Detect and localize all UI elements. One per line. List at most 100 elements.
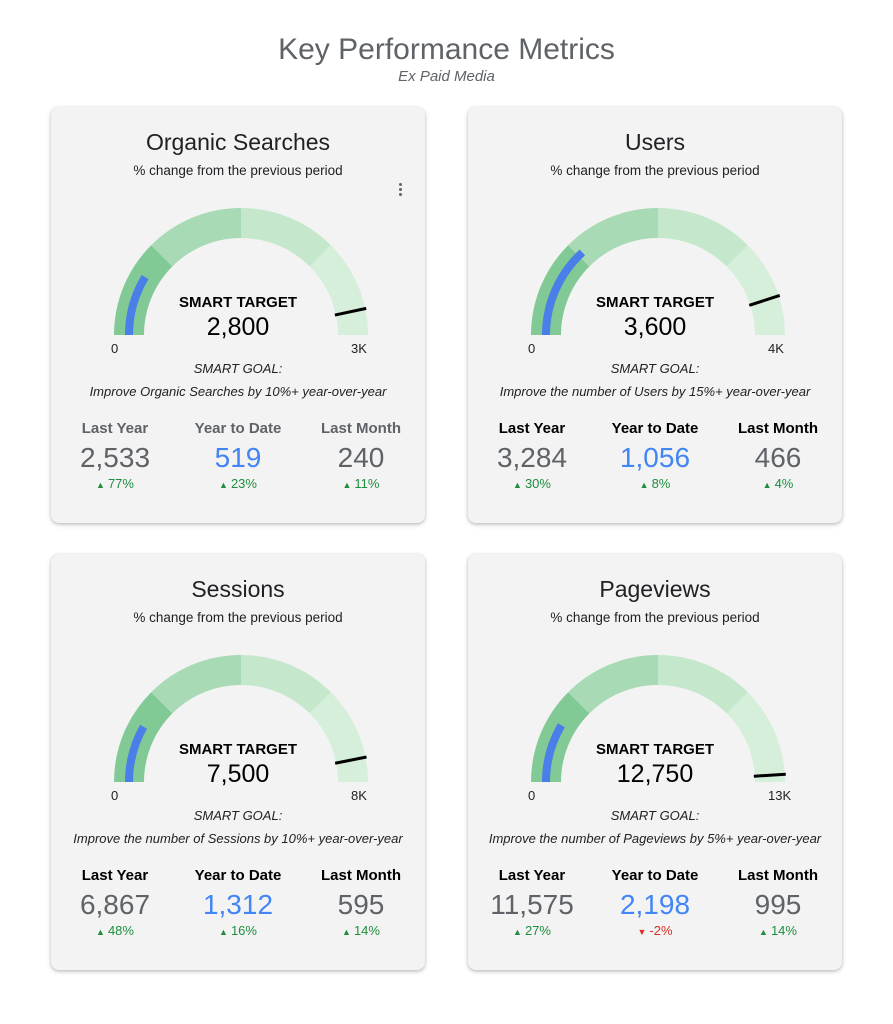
stats-row: Last Year 6,867 ▲ 48% Year to Date 1,312 … xyxy=(51,867,425,940)
smart-target-value: 3,600 xyxy=(623,313,687,341)
card-subtitle: % change from the previous period xyxy=(550,163,760,178)
gauge-band-2 xyxy=(568,208,658,267)
arrow-up-icon: ▲ xyxy=(342,927,351,937)
card-subtitle: % change from the previous period xyxy=(133,610,343,625)
smart-target-label: SMART TARGET xyxy=(178,294,298,311)
stat-value: 2,198 xyxy=(619,889,691,920)
stat-value: 1,312 xyxy=(202,889,274,920)
stat-label: Year to Date xyxy=(611,420,699,437)
gauge-chart xyxy=(91,636,391,796)
stat-change: ▲ 30% xyxy=(513,476,551,491)
arrow-up-icon: ▲ xyxy=(513,480,522,490)
gauge-target-marker xyxy=(334,755,367,765)
stat-last-year: Last Year 2,533 ▲ 77% xyxy=(54,420,177,493)
stat-change: ▲ 23% xyxy=(219,476,257,491)
gauge-axis-max: 8K xyxy=(351,788,367,803)
arrow-up-icon: ▲ xyxy=(762,480,772,490)
gauge-axis-max: 4K xyxy=(768,341,784,356)
stat-label: Last Month xyxy=(738,867,818,884)
stat-value: 3,284 xyxy=(496,442,568,473)
stat-label: Last Month xyxy=(321,420,401,437)
stat-label: Last Month xyxy=(321,867,401,884)
gauge-band-3 xyxy=(658,208,748,267)
gauge-band-2 xyxy=(151,655,241,714)
arrow-up-icon: ▲ xyxy=(759,927,768,937)
arrow-up-icon: ▲ xyxy=(219,480,228,490)
kpi-card-organic-searches: Organic Searches % change from the previ… xyxy=(51,107,425,523)
smart-goal-label: SMART GOAL: xyxy=(193,808,283,823)
arrow-down-icon: ▼ xyxy=(637,927,647,937)
card-subtitle: % change from the previous period xyxy=(133,163,343,178)
stat-label: Last Year xyxy=(498,420,566,437)
arrow-up-icon: ▲ xyxy=(219,927,228,937)
stat-change: ▼ -2% xyxy=(637,923,673,938)
stat-year-to-date: Year to Date 1,056 ▲ 8% xyxy=(594,420,717,493)
page-subtitle: Ex Paid Media xyxy=(398,68,495,85)
stat-value: 2,533 xyxy=(79,442,151,473)
card-title: Sessions xyxy=(191,576,285,602)
card-subtitle: % change from the previous period xyxy=(550,610,760,625)
stat-change: ▲ 14% xyxy=(342,923,380,938)
smart-goal-label: SMART GOAL: xyxy=(610,808,700,823)
gauge-chart xyxy=(508,189,808,349)
stat-label: Last Year xyxy=(81,420,149,437)
gauge-band-4 xyxy=(726,692,785,782)
stat-change: ▲ 11% xyxy=(342,476,380,491)
stat-label: Year to Date xyxy=(611,867,699,884)
smart-goal-text: Improve the number of Users by 15%+ year… xyxy=(499,384,811,399)
arrow-up-icon: ▲ xyxy=(96,927,105,937)
gauge-axis-min: 0 xyxy=(528,788,536,803)
gauge-band-3 xyxy=(241,655,331,714)
smart-goal-label: SMART GOAL: xyxy=(610,361,700,376)
smart-target-label: SMART TARGET xyxy=(595,294,715,311)
stat-value: 1,056 xyxy=(619,442,691,473)
gauge-value-bar xyxy=(125,275,149,336)
gauge-target-marker xyxy=(748,294,781,307)
gauge-chart xyxy=(508,636,808,796)
stat-last-year: Last Year 3,284 ▲ 30% xyxy=(471,420,594,493)
more-vert-icon[interactable] xyxy=(395,181,405,199)
gauge-axis-max: 3K xyxy=(351,341,367,356)
stat-value: 11,575 xyxy=(490,889,574,920)
smart-target-value: 2,800 xyxy=(206,313,270,341)
stat-value: 240 xyxy=(337,442,385,473)
smart-goal-label: SMART GOAL: xyxy=(193,361,283,376)
page-header: Key Performance Metrics Ex Paid Media xyxy=(0,30,893,86)
stat-last-month: Last Month 995 ▲ 14% xyxy=(717,867,840,940)
stat-change: ▲ 48% xyxy=(96,923,134,938)
stat-label: Year to Date xyxy=(194,867,282,884)
arrow-up-icon: ▲ xyxy=(342,480,352,490)
gauge-band-3 xyxy=(658,655,748,714)
page-title: Key Performance Metrics xyxy=(278,33,615,66)
gauge-band-2 xyxy=(151,208,241,267)
card-title: Organic Searches xyxy=(145,129,331,155)
stat-value: 595 xyxy=(337,889,385,920)
stat-value: 6,867 xyxy=(79,889,151,920)
stat-value: 466 xyxy=(754,442,802,473)
gauge-target-marker xyxy=(334,306,367,317)
stat-value: 519 xyxy=(214,442,262,473)
kpi-card-users: Users % change from the previous period … xyxy=(468,107,842,523)
smart-target-label: SMART TARGET xyxy=(178,741,298,758)
stat-last-year: Last Year 6,867 ▲ 48% xyxy=(54,867,177,940)
gauge-band-4 xyxy=(726,245,785,335)
gauge-value-bar xyxy=(125,724,148,783)
stat-label: Year to Date xyxy=(194,420,282,437)
stat-change: ▲ 4% xyxy=(762,476,794,491)
gauge-axis-max: 13K xyxy=(768,788,792,803)
stat-change: ▲ 27% xyxy=(513,923,551,938)
gauge-axis-min: 0 xyxy=(528,341,536,356)
stat-label: Last Year xyxy=(498,867,566,884)
stat-year-to-date: Year to Date 1,312 ▲ 16% xyxy=(177,867,300,940)
gauge-value-bar xyxy=(542,249,586,336)
stats-row: Last Year 2,533 ▲ 77% Year to Date 519 ▲ 2… xyxy=(51,420,425,493)
smart-target-label: SMART TARGET xyxy=(595,741,715,758)
gauge-axis-min: 0 xyxy=(111,341,119,356)
stat-last-month: Last Month 595 ▲ 14% xyxy=(300,867,423,940)
smart-goal-text: Improve the number of Pageviews by 5%+ y… xyxy=(488,831,822,846)
kpi-card-sessions: Sessions % change from the previous peri… xyxy=(51,554,425,970)
gauge-band-3 xyxy=(241,208,331,267)
stat-label: Last Year xyxy=(81,867,149,884)
stat-last-month: Last Month 240 ▲ 11% xyxy=(300,420,423,493)
stat-change: ▲ 14% xyxy=(759,923,797,938)
